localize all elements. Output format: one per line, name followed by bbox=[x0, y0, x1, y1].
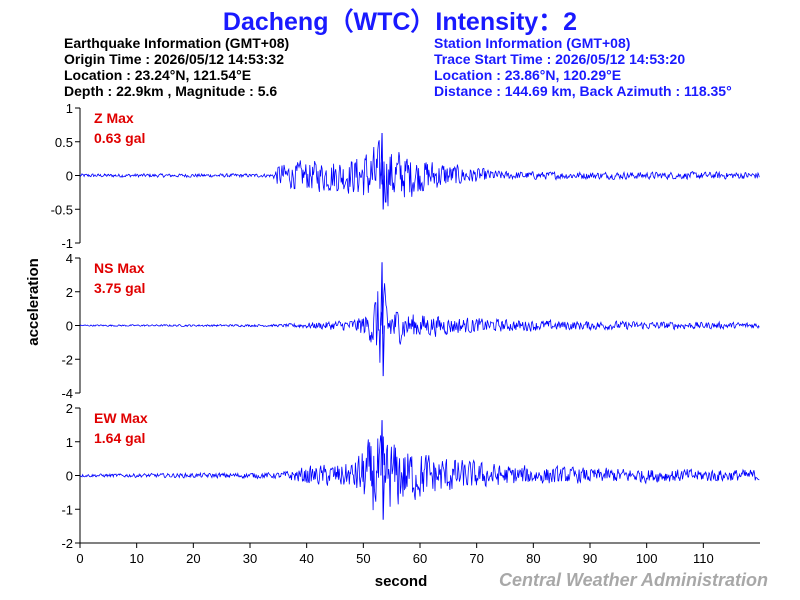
y-tick-label: 0 bbox=[66, 319, 73, 334]
panel-max-value: 0.63 gal bbox=[94, 130, 145, 146]
panel-z: 1 0.5 0 -0.5 -1 Z Max 0.63 gal bbox=[51, 101, 760, 251]
x-tick-label: 40 bbox=[299, 551, 313, 566]
y-tick-label: 0.5 bbox=[55, 135, 73, 150]
peak-spike-ew bbox=[380, 420, 385, 520]
x-tick-label: 50 bbox=[356, 551, 370, 566]
x-axis-label: second bbox=[375, 573, 428, 590]
peak-spike-ns bbox=[380, 262, 385, 377]
trace-start-time: Trace Start Time : 2026/05/12 14:53:20 bbox=[434, 51, 686, 67]
trace-z bbox=[79, 140, 760, 207]
y-tick-label: 0 bbox=[66, 469, 73, 484]
y-tick-label: -1 bbox=[61, 502, 73, 517]
x-tick-label: 30 bbox=[243, 551, 257, 566]
panel-max-value: 1.64 gal bbox=[94, 430, 145, 446]
y-tick-label: 1 bbox=[66, 101, 73, 116]
y-tick-label: 2 bbox=[66, 401, 73, 416]
panel-ew: 2 1 0 -1 -2 EW Max 1.64 gal bbox=[61, 401, 760, 551]
panel-max-label: Z Max bbox=[94, 110, 134, 126]
station-info-heading: Station Information (GMT+08) bbox=[434, 35, 631, 51]
station-info: Station Information (GMT+08) Trace Start… bbox=[434, 35, 732, 99]
y-tick-label: -2 bbox=[61, 352, 73, 367]
footer-credit: Central Weather Administration bbox=[498, 570, 768, 590]
panel-max-value: 3.75 gal bbox=[94, 280, 145, 296]
y-tick-label: -0.5 bbox=[51, 202, 73, 217]
x-tick-label: 90 bbox=[583, 551, 597, 566]
origin-time: Origin Time : 2026/05/12 14:53:32 bbox=[64, 51, 284, 67]
x-tick-label: 0 bbox=[76, 551, 83, 566]
trace-ew bbox=[79, 435, 760, 511]
y-tick-label: 2 bbox=[66, 285, 73, 300]
y-tick-label: -4 bbox=[61, 386, 73, 401]
x-tick-label: 60 bbox=[413, 551, 427, 566]
station-location: Location : 23.86°N, 120.29°E bbox=[434, 67, 622, 83]
x-tick-label: 110 bbox=[693, 551, 714, 566]
panel-max-label: EW Max bbox=[94, 410, 148, 426]
depth-magnitude: Depth : 22.9km , Magnitude : 5.6 bbox=[64, 83, 278, 99]
x-tick-label: 10 bbox=[129, 551, 143, 566]
x-tick-label: 20 bbox=[186, 551, 200, 566]
epicenter-location: Location : 23.24°N, 121.54°E bbox=[64, 67, 252, 83]
panels-group: 1 0.5 0 -0.5 -1 Z Max 0.63 gal 4 2 0 -2 -4 NS Max 3.7… bbox=[51, 101, 760, 551]
y-tick-label: -2 bbox=[61, 536, 73, 551]
x-tick-label: 70 bbox=[469, 551, 483, 566]
distance-azimuth: Distance : 144.69 km, Back Azimuth : 118… bbox=[434, 83, 732, 99]
chart-title: Dacheng（WTC）Intensity：2 bbox=[222, 8, 578, 36]
earthquake-info: Earthquake Information (GMT+08) Origin T… bbox=[64, 35, 289, 99]
y-tick-label: -1 bbox=[61, 236, 73, 251]
trace-ns bbox=[79, 283, 760, 363]
panel-ns: 4 2 0 -2 -4 NS Max 3.75 gal bbox=[61, 251, 760, 401]
panel-max-label: NS Max bbox=[94, 260, 145, 276]
y-tick-label: 4 bbox=[66, 251, 73, 266]
earthquake-info-heading: Earthquake Information (GMT+08) bbox=[64, 35, 290, 51]
y-tick-label: 0 bbox=[66, 169, 73, 184]
y-axis-label: acceleration bbox=[25, 258, 42, 346]
y-tick-label: 1 bbox=[66, 435, 73, 450]
peak-spike-z bbox=[380, 132, 385, 210]
x-tick-label: 80 bbox=[526, 551, 540, 566]
x-axis: 0 10 20 30 40 50 60 70 80 90 100 110 bbox=[76, 542, 760, 566]
x-tick-label: 100 bbox=[636, 551, 658, 566]
